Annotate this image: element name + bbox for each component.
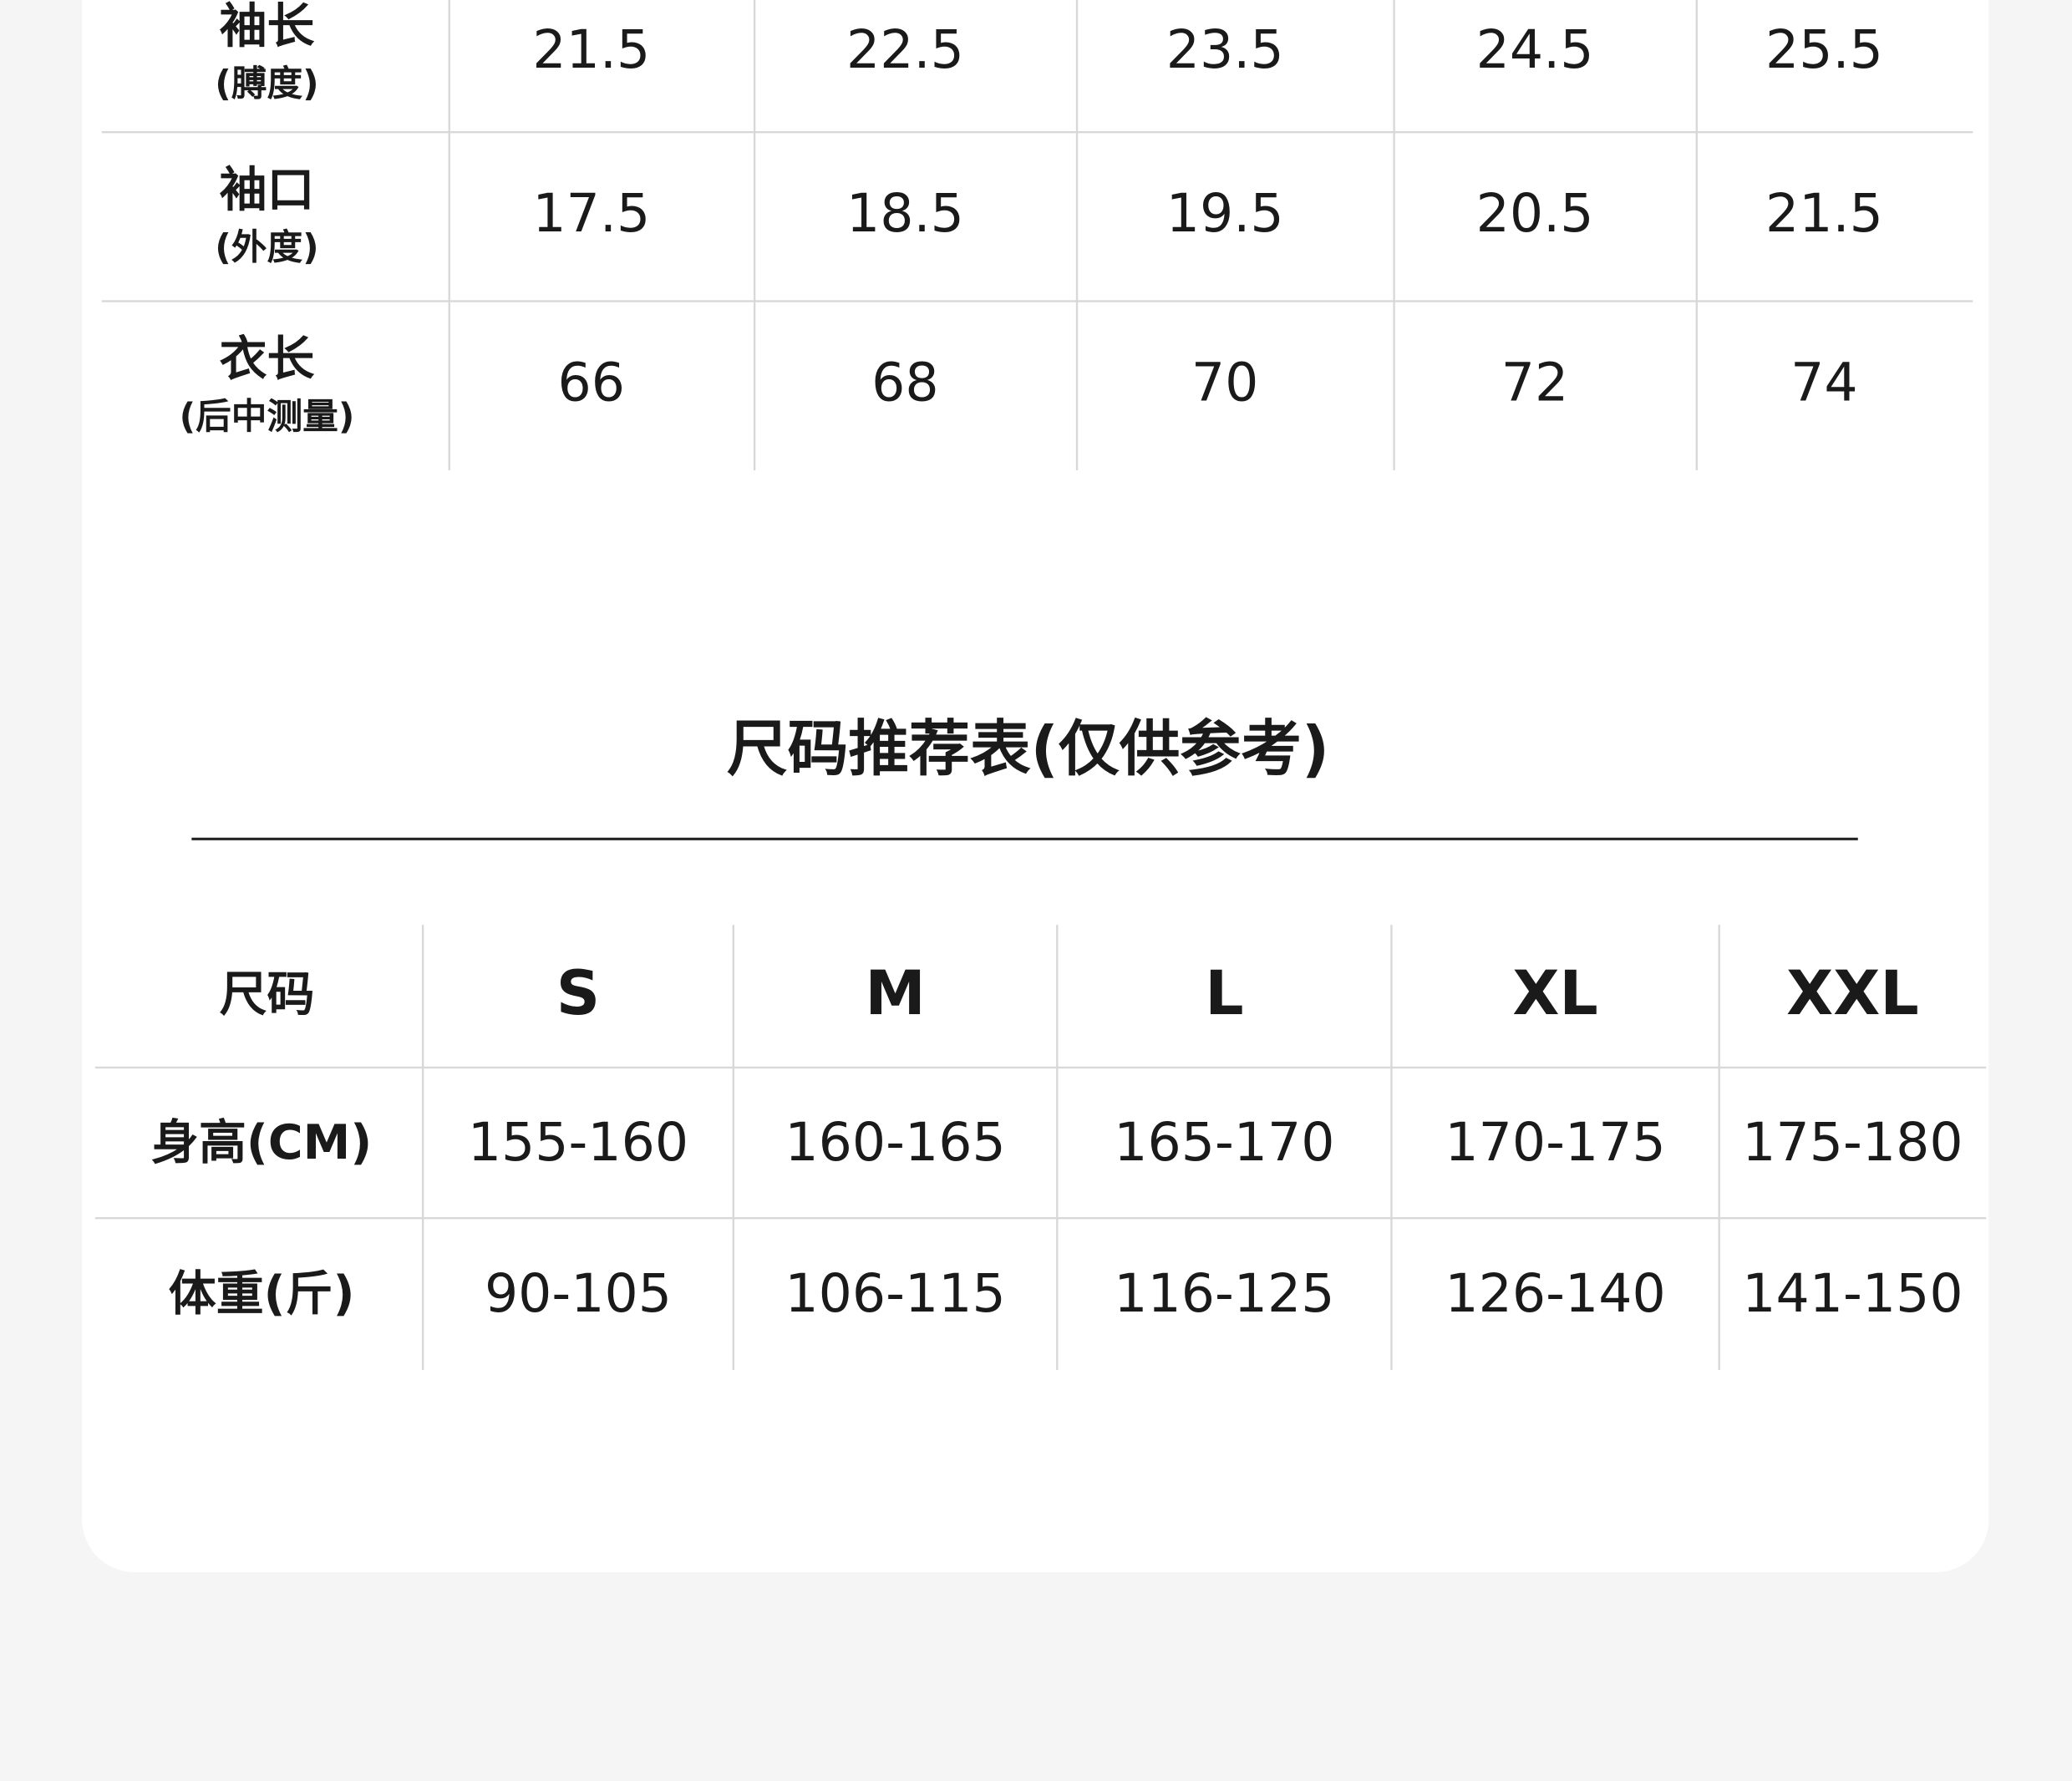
cell-value: 23.5 [1166, 18, 1284, 80]
cell-value: 18.5 [846, 182, 964, 244]
cell-value: 22.5 [846, 18, 964, 80]
cell-value: 20.5 [1476, 182, 1594, 244]
cell-value: 90-105 [485, 1262, 672, 1324]
cell-value: 165-170 [1114, 1111, 1334, 1173]
cell-value: 106-115 [785, 1262, 1005, 1324]
row-label: 身高(CM) [151, 1115, 372, 1170]
cell-value: 175-180 [1742, 1111, 1963, 1173]
cell-value: 155-160 [468, 1111, 688, 1173]
cell-value: 141-150 [1742, 1262, 1963, 1324]
row-sublabel: (外度) [215, 226, 318, 268]
section-title: 尺码推荐表(仅供参考) [727, 714, 1329, 785]
header-cell: L [1205, 958, 1243, 1029]
cell-value: 17.5 [532, 182, 650, 244]
cell-value: 116-125 [1114, 1262, 1334, 1324]
cell-value: 160-165 [785, 1111, 1005, 1173]
row-label: 袖长 [220, 0, 315, 53]
row-label: 体重(斤) [169, 1266, 355, 1322]
row-sublabel: (后中测量) [180, 396, 355, 438]
cell-value: 74 [1790, 351, 1857, 413]
cell-value: 24.5 [1476, 18, 1594, 80]
cell-value: 72 [1501, 351, 1568, 413]
header-cell: S [556, 958, 600, 1029]
cell-value: 170-175 [1445, 1111, 1665, 1173]
header-cell: XL [1512, 958, 1597, 1029]
header-cell: M [865, 958, 925, 1029]
cell-value: 25.5 [1765, 18, 1883, 80]
header-cell: 尺码 [220, 967, 315, 1022]
header-cell: XXL [1786, 958, 1919, 1029]
cell-value: 66 [558, 351, 625, 413]
card [82, 0, 1989, 1573]
cell-value: 126-140 [1445, 1262, 1665, 1324]
cell-value: 21.5 [532, 18, 650, 80]
row-label: 衣长 [220, 332, 315, 387]
cell-value: 21.5 [1765, 182, 1883, 244]
row-label: 袖口 [220, 163, 315, 218]
cell-value: 70 [1191, 351, 1258, 413]
row-sublabel: (膊度) [215, 63, 318, 104]
cell-value: 68 [871, 351, 938, 413]
cell-value: 19.5 [1166, 182, 1284, 244]
